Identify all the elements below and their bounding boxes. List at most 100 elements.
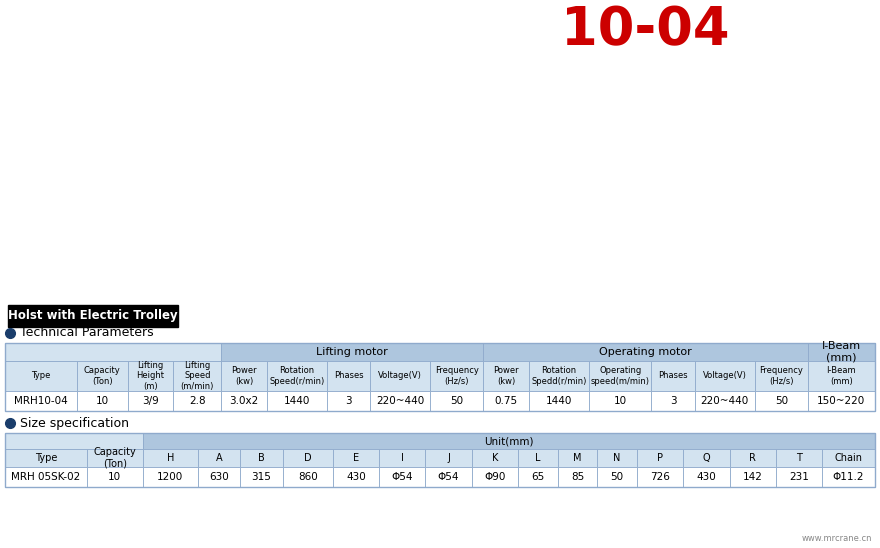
- Text: Power
(kw): Power (kw): [494, 366, 519, 386]
- Text: 630: 630: [209, 472, 229, 482]
- Text: B: B: [258, 453, 265, 463]
- Bar: [651, 391, 694, 411]
- Bar: [822, 449, 875, 467]
- Text: 10-04: 10-04: [561, 4, 730, 56]
- Bar: [483, 391, 529, 411]
- Text: 2.8: 2.8: [189, 396, 206, 406]
- Bar: [518, 449, 558, 467]
- Bar: [822, 467, 875, 487]
- Text: Size specification: Size specification: [20, 416, 129, 430]
- Bar: [5, 467, 87, 487]
- Text: Φ90: Φ90: [484, 472, 505, 482]
- Bar: [327, 391, 370, 411]
- Text: 726: 726: [650, 472, 670, 482]
- Text: Lifting
Speed
(m/min): Lifting Speed (m/min): [180, 361, 214, 391]
- Text: R: R: [749, 453, 756, 463]
- Text: Type: Type: [32, 372, 51, 380]
- Text: 3/9: 3/9: [142, 396, 158, 406]
- Text: 3: 3: [345, 396, 352, 406]
- Bar: [240, 449, 282, 467]
- Text: Operating
speed(m/min): Operating speed(m/min): [590, 366, 649, 386]
- Text: Frequency
(Hz/s): Frequency (Hz/s): [759, 366, 803, 386]
- Bar: [77, 391, 128, 411]
- Text: Lifting motor: Lifting motor: [317, 347, 388, 357]
- Bar: [5, 449, 87, 467]
- Text: Operating motor: Operating motor: [599, 347, 692, 357]
- Text: Phases: Phases: [658, 372, 688, 380]
- Text: H: H: [166, 453, 174, 463]
- Bar: [589, 391, 651, 411]
- Bar: [430, 391, 483, 411]
- Bar: [370, 361, 430, 391]
- Text: Lifting
Height
(m): Lifting Height (m): [136, 361, 165, 391]
- Text: Type: Type: [35, 453, 57, 463]
- Bar: [333, 467, 379, 487]
- Text: 0.75: 0.75: [495, 396, 517, 406]
- Text: 10: 10: [613, 396, 627, 406]
- Bar: [776, 467, 822, 487]
- Text: Φ11.2: Φ11.2: [832, 472, 864, 482]
- Bar: [173, 391, 221, 411]
- Bar: [558, 449, 598, 467]
- Text: P: P: [657, 453, 664, 463]
- Bar: [221, 391, 267, 411]
- Text: 1440: 1440: [284, 396, 310, 406]
- Text: Capacity
(Ton): Capacity (Ton): [93, 447, 136, 469]
- Bar: [472, 467, 518, 487]
- Bar: [694, 361, 755, 391]
- Text: I: I: [401, 453, 404, 463]
- Bar: [282, 467, 333, 487]
- Bar: [5, 433, 143, 449]
- Bar: [87, 467, 143, 487]
- Text: 430: 430: [346, 472, 366, 482]
- Text: Power
(kw): Power (kw): [231, 366, 257, 386]
- Bar: [558, 467, 598, 487]
- Text: 10: 10: [108, 472, 121, 482]
- Text: I-Beam
(mm): I-Beam (mm): [822, 341, 861, 363]
- Bar: [730, 467, 776, 487]
- Text: 65: 65: [532, 472, 545, 482]
- Text: D: D: [304, 453, 312, 463]
- Bar: [143, 449, 198, 467]
- Text: Rotation
Speed(r/min): Rotation Speed(r/min): [269, 366, 325, 386]
- Text: Unit(mm): Unit(mm): [484, 436, 533, 446]
- Bar: [518, 467, 558, 487]
- Bar: [683, 467, 730, 487]
- Text: Voltage(V): Voltage(V): [703, 372, 747, 380]
- Bar: [755, 361, 808, 391]
- Text: 220~440: 220~440: [377, 396, 424, 406]
- Bar: [5, 343, 221, 361]
- Bar: [267, 361, 327, 391]
- Bar: [333, 449, 379, 467]
- Bar: [267, 391, 327, 411]
- Text: K: K: [492, 453, 498, 463]
- Text: 1200: 1200: [158, 472, 183, 482]
- Text: 50: 50: [774, 396, 788, 406]
- Bar: [8, 305, 178, 327]
- Text: E: E: [353, 453, 359, 463]
- Bar: [221, 343, 483, 361]
- Bar: [589, 361, 651, 391]
- Text: 150~220: 150~220: [818, 396, 865, 406]
- Text: 220~440: 220~440: [700, 396, 749, 406]
- Bar: [808, 391, 875, 411]
- Text: Φ54: Φ54: [392, 472, 413, 482]
- Bar: [5, 391, 77, 411]
- Text: www.mrcrane.cn: www.mrcrane.cn: [802, 534, 872, 543]
- Bar: [483, 343, 808, 361]
- Bar: [198, 449, 240, 467]
- Bar: [87, 449, 143, 467]
- Bar: [651, 361, 694, 391]
- Text: Φ54: Φ54: [438, 472, 459, 482]
- Bar: [529, 361, 589, 391]
- Text: 10: 10: [96, 396, 109, 406]
- Bar: [240, 467, 282, 487]
- Bar: [128, 361, 173, 391]
- Bar: [370, 391, 430, 411]
- Bar: [755, 391, 808, 411]
- Bar: [776, 449, 822, 467]
- Text: 3.0x2: 3.0x2: [230, 396, 259, 406]
- Bar: [379, 449, 425, 467]
- Bar: [143, 467, 198, 487]
- Bar: [173, 361, 221, 391]
